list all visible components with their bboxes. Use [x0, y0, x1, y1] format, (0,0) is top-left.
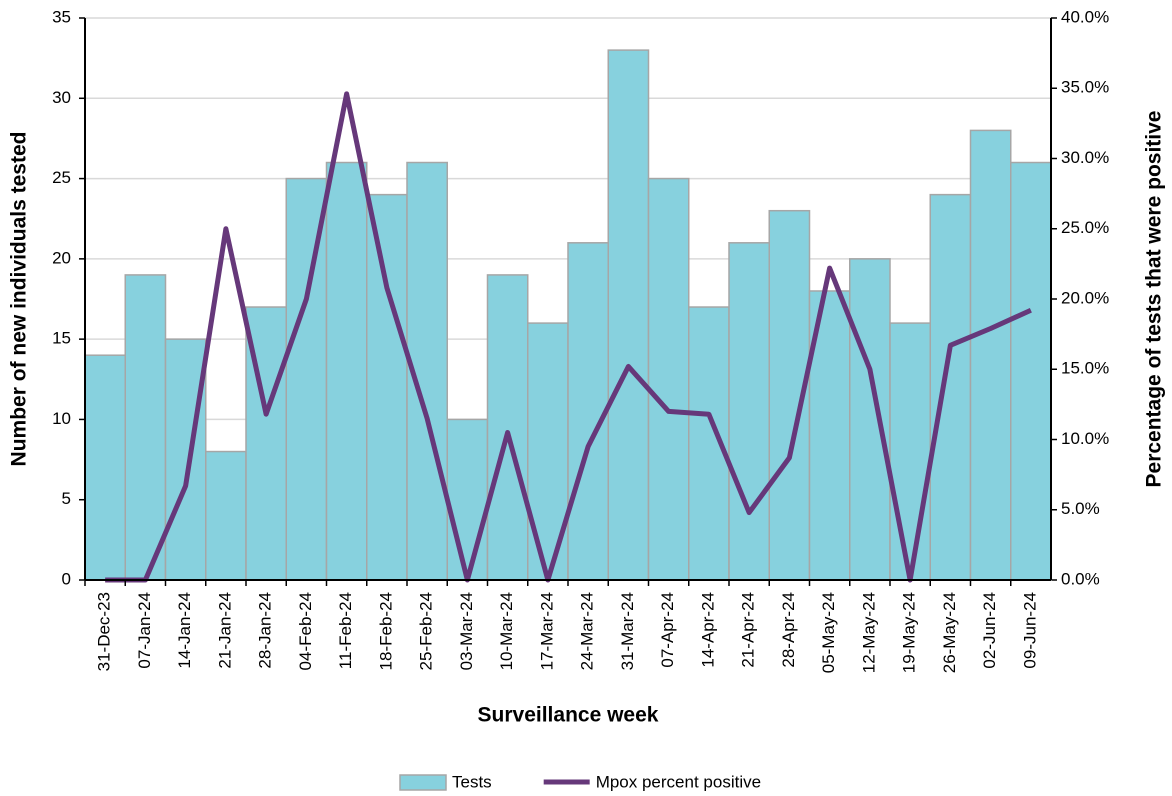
- y2-tick-label: 20.0%: [1061, 288, 1109, 307]
- x-tick-label: 31-Mar-24: [618, 592, 637, 670]
- x-tick-label: 17-Mar-24: [537, 592, 556, 670]
- x-tick-label: 11-Feb-24: [336, 592, 355, 669]
- legend-label: Mpox percent positive: [596, 772, 761, 791]
- y-tick-label: 20: [52, 248, 71, 267]
- x-tick-label: 18-Feb-24: [376, 592, 395, 670]
- bar: [446, 418, 489, 581]
- y2-tick-label: 15.0%: [1061, 359, 1109, 378]
- bar: [164, 338, 207, 581]
- x-tick-label: 03-Mar-24: [457, 592, 476, 670]
- x-tick-label: 14-Apr-24: [698, 592, 717, 668]
- bar: [1010, 161, 1052, 581]
- y-tick-label: 10: [52, 409, 71, 428]
- x-tick-label: 28-Apr-24: [779, 592, 798, 668]
- bar: [929, 193, 972, 581]
- y2-axis-title: Percentage of tests that were positive: [1143, 111, 1166, 488]
- legend-label: Tests: [452, 772, 492, 791]
- x-tick-label: 28-Jan-24: [256, 592, 275, 669]
- legend-swatch: [399, 774, 447, 791]
- x-tick-label: 25-Feb-24: [417, 592, 436, 670]
- x-tick-label: 07-Apr-24: [658, 592, 677, 668]
- x-tick-label: 10-Mar-24: [497, 592, 516, 670]
- x-tick-label: 19-May-24: [900, 592, 919, 673]
- y2-tick-label: 25.0%: [1061, 218, 1109, 237]
- y2-tick-label: 10.0%: [1061, 429, 1109, 448]
- bar: [325, 161, 368, 581]
- bar: [607, 49, 650, 581]
- y-tick-label: 15: [52, 329, 71, 348]
- y2-tick-label: 5.0%: [1061, 499, 1100, 518]
- bar: [366, 193, 408, 581]
- y2-tick-label: 30.0%: [1061, 148, 1109, 167]
- bar: [728, 242, 770, 581]
- x-tick-label: 21-Jan-24: [215, 592, 234, 669]
- y2-tick-label: 0.0%: [1061, 569, 1100, 588]
- bar: [647, 177, 690, 581]
- x-tick-label: 21-Apr-24: [739, 592, 758, 668]
- y-tick-label: 30: [52, 88, 71, 107]
- x-axis-title: Surveillance week: [478, 704, 659, 727]
- y-tick-label: 25: [52, 168, 71, 187]
- x-tick-label: 24-Mar-24: [578, 592, 597, 670]
- bar: [969, 129, 1012, 581]
- bar: [486, 274, 529, 581]
- bar: [567, 242, 609, 581]
- x-tick-label: 12-May-24: [859, 592, 878, 673]
- x-tick-label: 09-Jun-24: [1020, 592, 1039, 669]
- x-tick-label: 05-May-24: [819, 592, 838, 673]
- x-tick-label: 02-Jun-24: [980, 592, 999, 669]
- bar: [84, 354, 126, 581]
- bar: [205, 450, 247, 581]
- x-tick-label: 14-Jan-24: [175, 592, 194, 669]
- bar: [889, 322, 931, 581]
- x-tick-label: 31-Dec-23: [95, 592, 114, 671]
- bar: [849, 258, 891, 581]
- line-series: [105, 91, 1032, 583]
- y-tick-label: 0: [62, 569, 71, 588]
- y2-tick-label: 35.0%: [1061, 78, 1109, 97]
- bar: [124, 274, 167, 581]
- y-tick-label: 5: [62, 489, 71, 508]
- x-tick-label: 07-Jan-24: [135, 592, 154, 669]
- x-tick-label: 26-May-24: [940, 592, 959, 673]
- x-tick-label: 04-Feb-24: [296, 592, 315, 670]
- y-tick-label: 35: [52, 7, 71, 26]
- y2-tick-label: 40.0%: [1061, 7, 1109, 26]
- y-axis-title: Number of new individuals tested: [8, 132, 31, 467]
